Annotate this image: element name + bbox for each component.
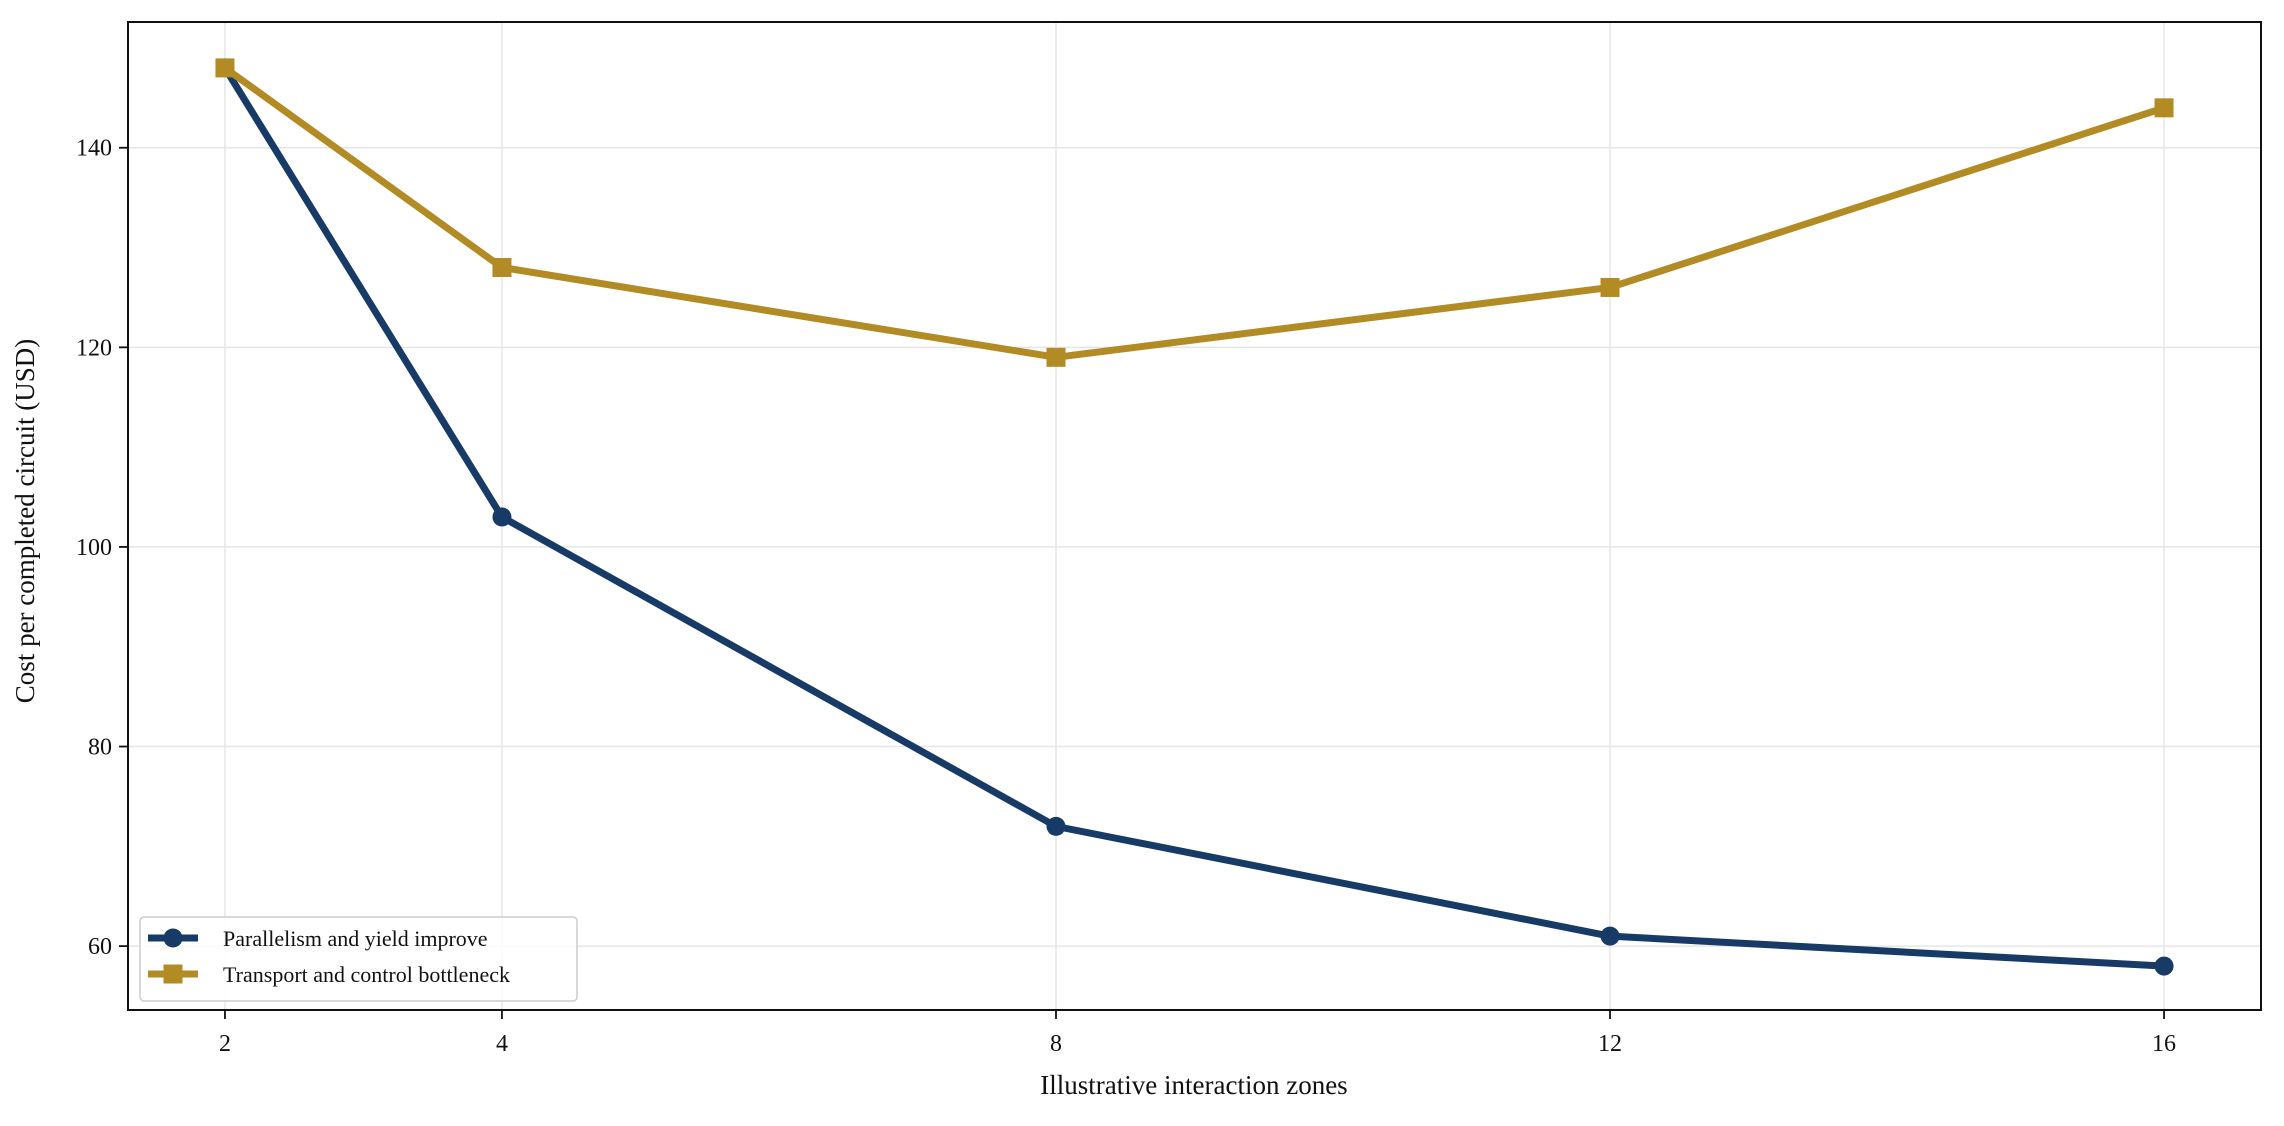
x-tick-label: 12 xyxy=(1598,1031,1622,1057)
x-axis-label: Illustrative interaction zones xyxy=(1040,1070,1347,1100)
data-point xyxy=(492,258,512,278)
legend-item-2: Transport and control bottleneck xyxy=(148,962,510,987)
series-line xyxy=(221,64,2168,361)
data-point xyxy=(1600,926,1620,946)
y-tick-label: 140 xyxy=(76,136,112,162)
legend-label: Parallelism and yield improve xyxy=(223,926,488,951)
data-point xyxy=(1046,816,1066,836)
legend-item-1: Parallelism and yield improve xyxy=(148,926,488,951)
data-point xyxy=(215,58,235,78)
grid-lines xyxy=(128,22,2261,1010)
series-layer xyxy=(215,58,2174,976)
y-axis: 60 80 100 120 140 xyxy=(76,136,128,960)
y-tick-label: 100 xyxy=(76,535,112,561)
data-point xyxy=(2154,956,2174,976)
legend-marker xyxy=(163,928,183,948)
x-tick-label: 2 xyxy=(219,1031,231,1057)
data-point xyxy=(1600,277,1620,297)
x-tick-label: 16 xyxy=(2152,1031,2176,1057)
y-axis-label: Cost per completed circuit (USD) xyxy=(10,339,40,703)
data-point xyxy=(1046,347,1066,367)
legend-label: Transport and control bottleneck xyxy=(223,962,510,987)
data-point xyxy=(2154,98,2174,118)
x-axis: 2 4 8 12 16 xyxy=(219,1010,2176,1057)
legend-marker xyxy=(163,964,183,984)
y-tick-label: 80 xyxy=(88,735,112,761)
series-1 xyxy=(215,58,2174,976)
series-2 xyxy=(215,58,2174,367)
x-tick-label: 8 xyxy=(1050,1031,1062,1057)
legend: Parallelism and yield improve Transport a… xyxy=(139,916,578,1002)
y-tick-label: 120 xyxy=(76,335,112,361)
x-tick-label: 4 xyxy=(496,1031,508,1057)
data-point xyxy=(492,507,512,527)
y-tick-label: 60 xyxy=(88,934,112,960)
legend-box xyxy=(139,916,578,1002)
plot-frame xyxy=(127,21,2262,1011)
